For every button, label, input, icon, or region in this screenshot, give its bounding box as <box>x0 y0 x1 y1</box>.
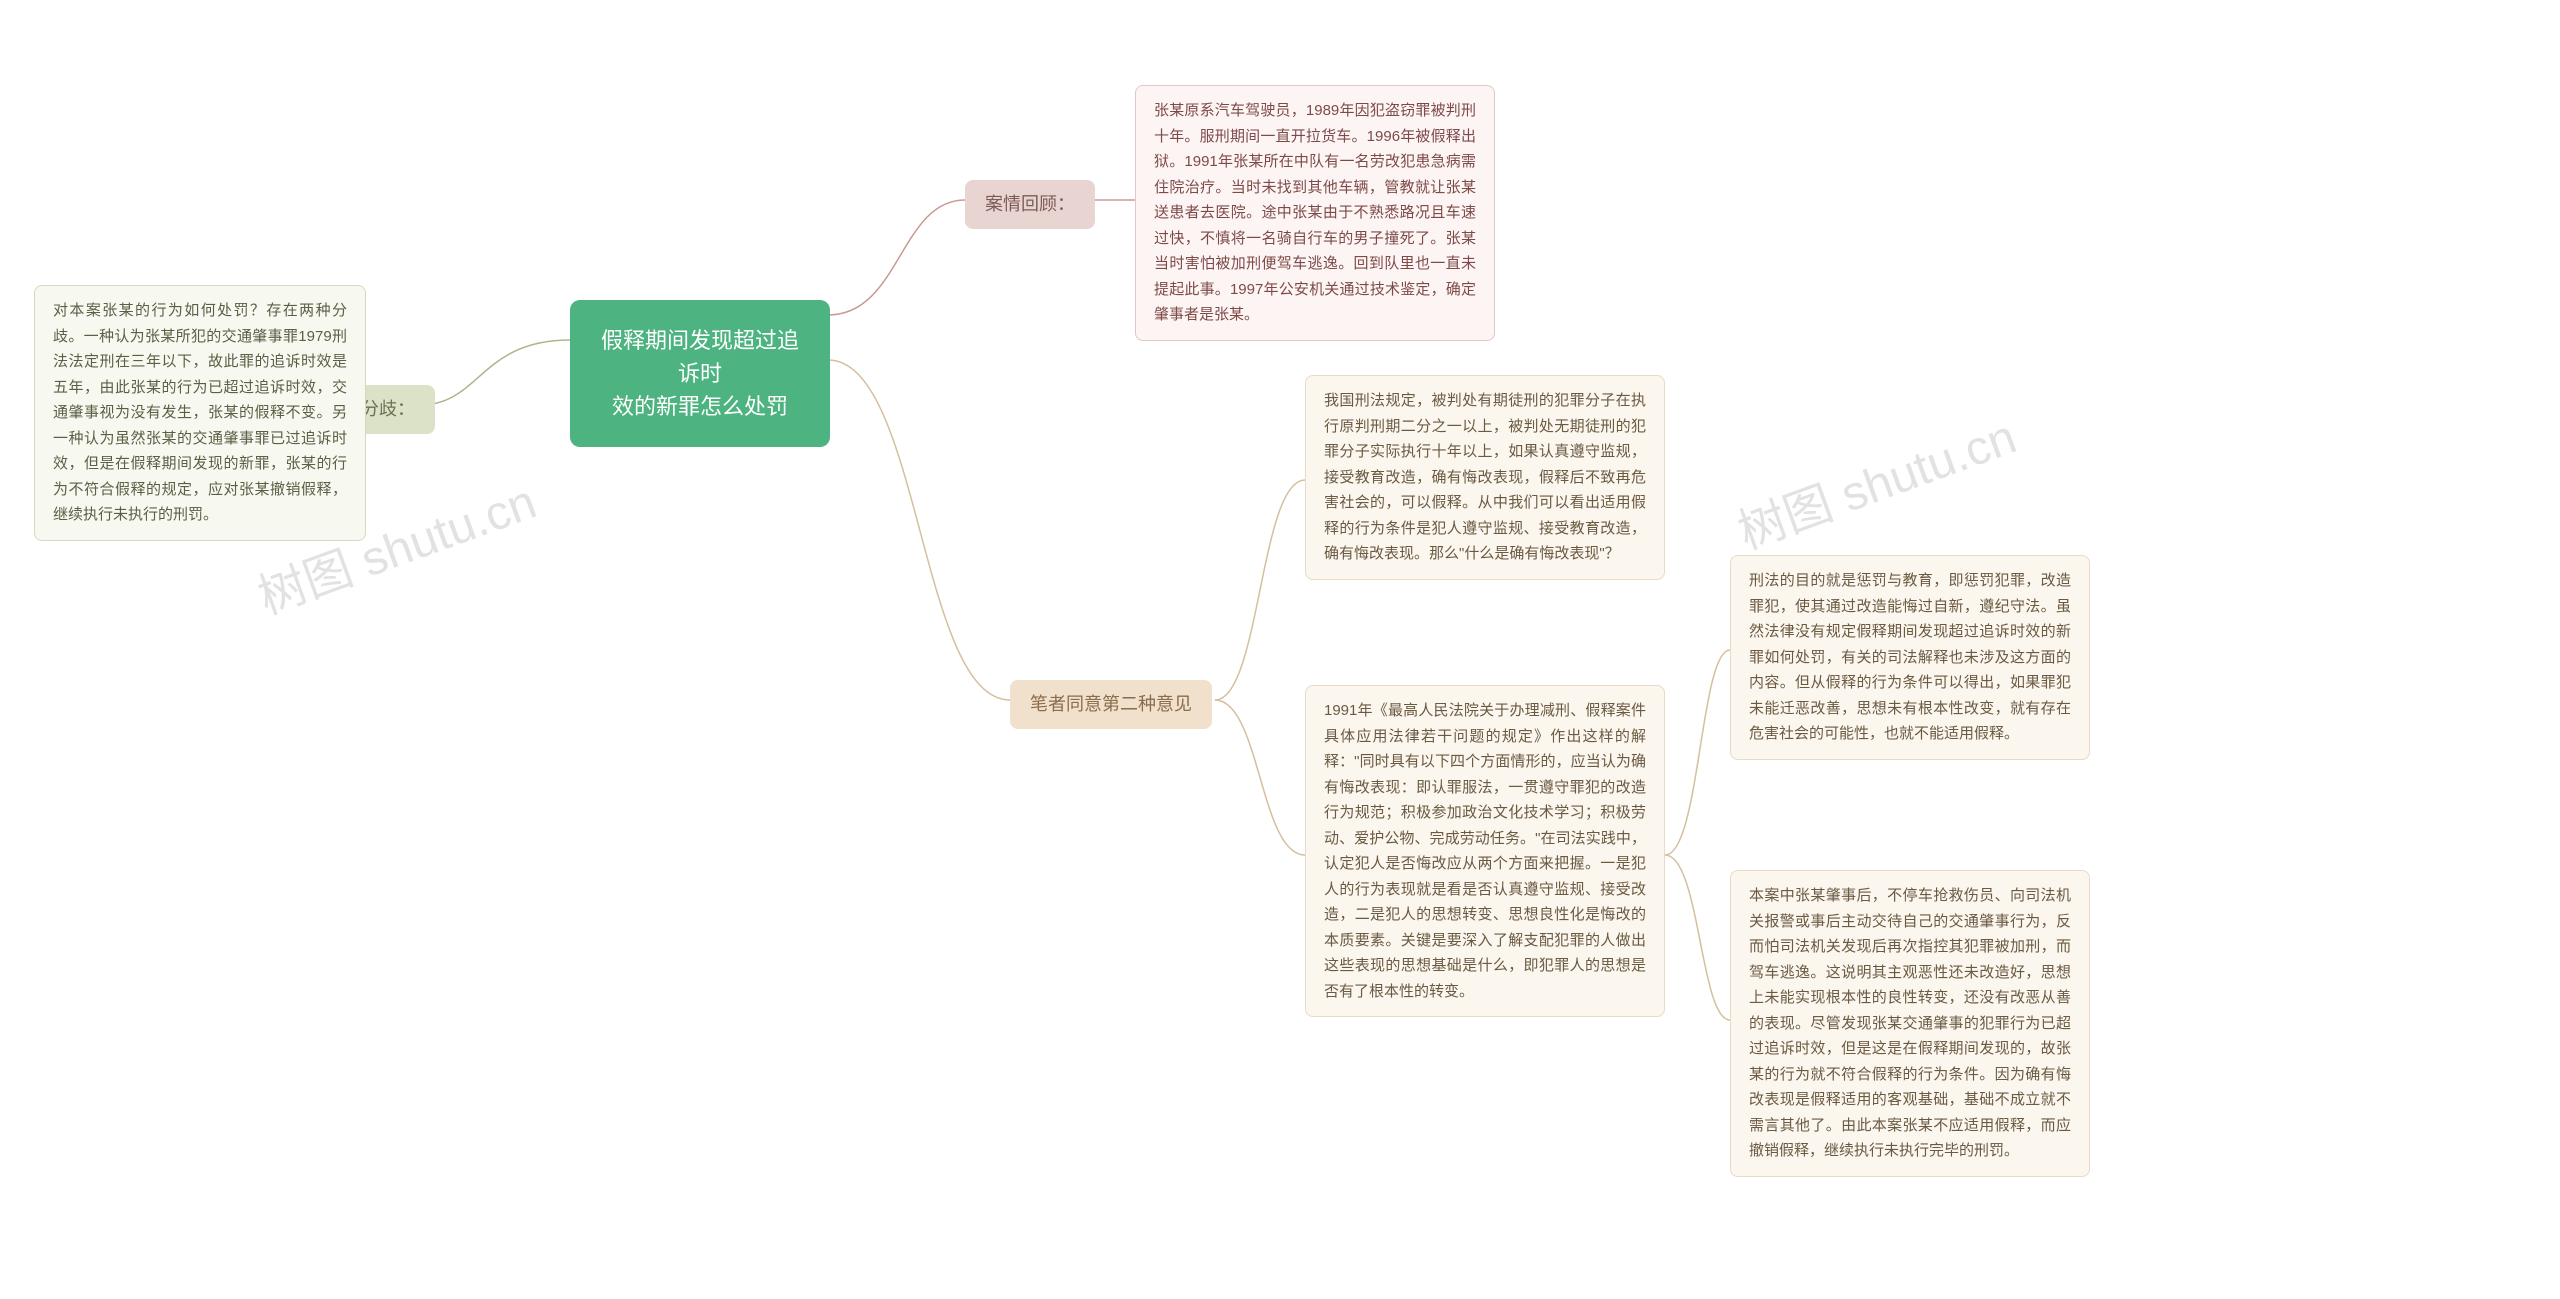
leaf-opinion-2-text: 1991年《最高人民法院关于办理减刑、假释案件具体应用法律若干问题的规定》作出这… <box>1324 702 1646 1000</box>
center-topic[interactable]: 假释期间发现超过追诉时 效的新罪怎么处罚 <box>570 300 830 447</box>
leaf-opinion-3[interactable]: 刑法的目的就是惩罚与教育，即惩罚犯罪，改造罪犯，使其通过改造能悔过自新，遵纪守法… <box>1730 555 2090 760</box>
center-title: 假释期间发现超过追诉时 效的新罪怎么处罚 <box>601 328 799 419</box>
watermark-2: 树图 shutu.cn <box>1727 397 2024 562</box>
leaf-opinion-1-text: 我国刑法规定，被判处有期徒刑的犯罪分子在执行原判刑期二分之一以上，被判处无期徒刑… <box>1324 392 1646 562</box>
branch-author-opinion[interactable]: 笔者同意第二种意见 <box>1010 680 1212 729</box>
leaf-opinion-4[interactable]: 本案中张某肇事后，不停车抢救伤员、向司法机关报警或事后主动交待自己的交通肇事行为… <box>1730 870 2090 1177</box>
leaf-case-review-content[interactable]: 张某原系汽车驾驶员，1989年因犯盗窃罪被判刑十年。服刑期间一直开拉货车。199… <box>1135 85 1495 341</box>
leaf-case-dispute-text: 对本案张某的行为如何处罚？存在两种分歧。一种认为张某所犯的交通肇事罪1979刑法… <box>53 302 347 523</box>
branch-case-review-label: 案情回顾： <box>985 194 1075 214</box>
leaf-case-dispute-content[interactable]: 对本案张某的行为如何处罚？存在两种分歧。一种认为张某所犯的交通肇事罪1979刑法… <box>34 285 366 541</box>
branch-case-review[interactable]: 案情回顾： <box>965 180 1095 229</box>
leaf-opinion-3-text: 刑法的目的就是惩罚与教育，即惩罚犯罪，改造罪犯，使其通过改造能悔过自新，遵纪守法… <box>1749 572 2071 742</box>
leaf-opinion-2[interactable]: 1991年《最高人民法院关于办理减刑、假释案件具体应用法律若干问题的规定》作出这… <box>1305 685 1665 1017</box>
leaf-opinion-4-text: 本案中张某肇事后，不停车抢救伤员、向司法机关报警或事后主动交待自己的交通肇事行为… <box>1749 887 2071 1159</box>
leaf-opinion-1[interactable]: 我国刑法规定，被判处有期徒刑的犯罪分子在执行原判刑期二分之一以上，被判处无期徒刑… <box>1305 375 1665 580</box>
branch-author-opinion-label: 笔者同意第二种意见 <box>1030 694 1192 714</box>
leaf-case-review-text: 张某原系汽车驾驶员，1989年因犯盗窃罪被判刑十年。服刑期间一直开拉货车。199… <box>1154 102 1476 323</box>
